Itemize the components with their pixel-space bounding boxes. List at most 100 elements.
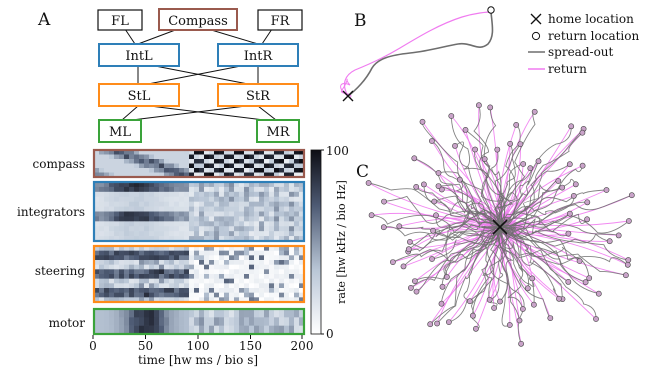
motor-cell xyxy=(189,317,195,326)
integrators-cell xyxy=(289,201,295,207)
steering-cell xyxy=(249,264,255,270)
steering-cell xyxy=(264,292,270,298)
motor-cell xyxy=(159,325,165,335)
steering-cell xyxy=(109,250,115,256)
steering-cell xyxy=(169,264,175,270)
steering-cell xyxy=(124,269,130,275)
steering-cell xyxy=(159,255,165,261)
integrators-cell xyxy=(119,186,125,193)
integrators-cell xyxy=(99,221,105,227)
motor-cell xyxy=(94,317,100,326)
steering-cell xyxy=(184,264,190,270)
integrators-cell xyxy=(109,226,115,232)
integrators-cell xyxy=(124,201,130,207)
compass-cell xyxy=(219,172,225,178)
return-trajectory-core xyxy=(489,233,496,241)
motor-cell xyxy=(204,317,210,326)
compass-cell xyxy=(254,154,260,160)
steering-cell xyxy=(284,269,290,275)
steering-cell xyxy=(274,250,280,256)
steering-row xyxy=(94,264,305,270)
compass-cell xyxy=(164,150,170,155)
steering-cell xyxy=(234,260,240,265)
integrators-cell xyxy=(204,196,210,202)
steering-cell xyxy=(274,264,280,270)
endpoint-marker xyxy=(487,104,494,111)
steering-cell xyxy=(254,246,260,251)
steering-cell xyxy=(159,246,165,251)
integrators-cell xyxy=(144,196,150,202)
steering-cell xyxy=(204,297,210,303)
steering-cell xyxy=(219,283,225,289)
compass-cell xyxy=(214,168,220,173)
steering-cell xyxy=(199,246,205,251)
steering-cell xyxy=(299,274,305,279)
compass-cell xyxy=(154,154,160,160)
node-fl-label: FL xyxy=(111,14,129,29)
motor-cell xyxy=(184,325,190,335)
steering-cell xyxy=(99,278,105,284)
compass-cell xyxy=(194,150,200,155)
integrators-cell xyxy=(114,206,120,212)
node-ml-label: ML xyxy=(109,125,131,140)
steering-cell xyxy=(134,288,140,293)
integrators-cell xyxy=(154,186,160,193)
spread-trajectory xyxy=(499,213,588,234)
compass-cell xyxy=(299,163,305,169)
steering-cell xyxy=(229,260,235,265)
edge-compass-intl xyxy=(137,28,179,45)
compass-row xyxy=(94,150,305,155)
steering-cell xyxy=(289,255,295,261)
integrators-cell xyxy=(229,211,235,217)
integrators-cell xyxy=(219,182,225,188)
compass-cell xyxy=(254,159,260,164)
integrators-cell xyxy=(249,191,255,198)
motor-cell xyxy=(104,317,110,326)
steering-cell xyxy=(129,255,135,261)
integrators-cell xyxy=(249,216,255,222)
endpoint-marker xyxy=(586,275,593,281)
integrators-cell xyxy=(149,191,155,198)
motor-cell xyxy=(124,325,130,335)
motor-cell xyxy=(274,317,280,326)
motor-cell xyxy=(99,317,105,326)
integrators-cell xyxy=(194,221,200,227)
motor-cell xyxy=(229,317,235,326)
integrators-cell xyxy=(269,201,275,207)
integrators-cell xyxy=(219,191,225,198)
integrators-cell xyxy=(299,201,305,207)
compass-cell xyxy=(199,168,205,173)
compass-cell xyxy=(109,168,115,173)
steering-cell xyxy=(264,250,270,256)
compass-cell xyxy=(219,168,225,173)
steering-cell xyxy=(179,246,185,251)
integrators-cell xyxy=(269,182,275,188)
spread-trajectory xyxy=(454,141,501,228)
steering-cell xyxy=(214,297,220,303)
integrators-cell xyxy=(224,196,230,202)
raster-integrators-label: integrators xyxy=(17,205,85,219)
endpoint-marker xyxy=(579,162,586,169)
steering-cell xyxy=(104,269,110,275)
steering-cell xyxy=(294,246,300,251)
integrators-cell xyxy=(159,216,165,222)
integrators-cell xyxy=(284,216,290,222)
compass-cell xyxy=(294,168,300,173)
integrators-cell xyxy=(279,182,285,188)
steering-cell xyxy=(239,283,245,289)
steering-cell xyxy=(199,269,205,275)
endpoint-marker xyxy=(579,129,586,136)
integrators-cell xyxy=(279,231,285,237)
compass-cell xyxy=(269,154,275,160)
steering-cell xyxy=(239,246,245,251)
motor-cell xyxy=(119,309,125,318)
steering-cell xyxy=(104,297,110,303)
steering-cell xyxy=(254,255,260,261)
compass-cell xyxy=(194,163,200,169)
integrators-cell xyxy=(284,231,290,237)
integrators-cell xyxy=(254,196,260,202)
integrators-cell xyxy=(159,186,165,193)
time-axis: 0 50 100 150 200 time [hw ms / bio s] xyxy=(89,335,313,367)
compass-cell xyxy=(249,150,255,155)
